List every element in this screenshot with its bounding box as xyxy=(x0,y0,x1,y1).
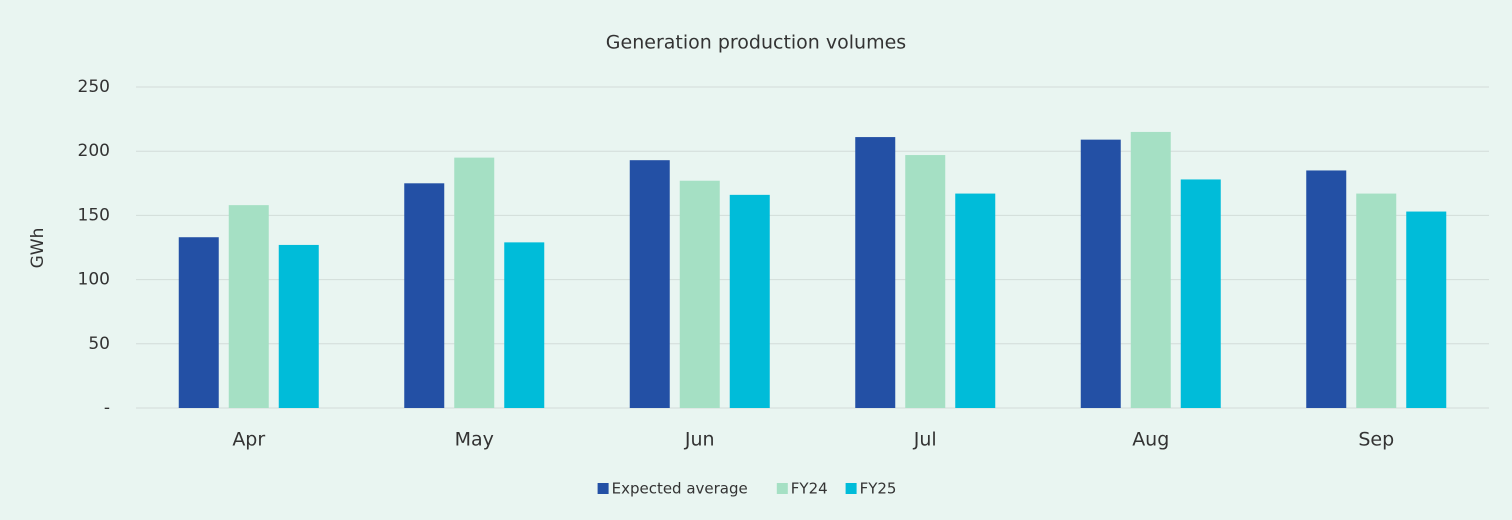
x-tick-label: Aug xyxy=(1132,429,1169,451)
bar xyxy=(1080,139,1121,409)
legend-swatch xyxy=(597,483,609,494)
legend-swatch xyxy=(776,483,788,494)
x-tick-label: Apr xyxy=(232,429,265,451)
bar xyxy=(404,183,445,408)
x-tick-label: Jul xyxy=(913,429,937,451)
bar xyxy=(504,242,545,408)
y-tick-label: 150 xyxy=(78,205,110,225)
bar xyxy=(1306,170,1347,408)
bar xyxy=(729,194,770,408)
bar xyxy=(1406,211,1447,408)
bar xyxy=(1356,193,1397,408)
bar xyxy=(629,160,670,408)
legend-swatch xyxy=(845,483,857,494)
chart-title: Generation production volumes xyxy=(606,32,906,54)
bar xyxy=(905,155,946,408)
bar xyxy=(178,237,219,408)
legend-label: FY24 xyxy=(791,480,828,498)
x-tick-label: Sep xyxy=(1358,429,1394,451)
y-tick-label: 200 xyxy=(78,141,110,161)
y-tick-label: 250 xyxy=(78,77,110,97)
bar xyxy=(454,157,495,408)
bar xyxy=(278,244,319,408)
bar xyxy=(679,180,720,408)
y-tick-label: 50 xyxy=(88,334,110,354)
bar xyxy=(1180,179,1221,408)
y-tick-label: - xyxy=(104,398,110,418)
x-tick-label: May xyxy=(455,429,494,451)
bar xyxy=(1130,131,1171,408)
bar xyxy=(955,193,996,408)
legend-label: FY25 xyxy=(860,480,897,498)
y-tick-label: 100 xyxy=(78,270,110,290)
bar xyxy=(228,205,269,408)
legend-label: Expected average xyxy=(612,480,748,498)
y-axis-label: GWh xyxy=(28,228,48,269)
x-tick-label: Jun xyxy=(684,429,715,451)
bar xyxy=(855,137,896,409)
